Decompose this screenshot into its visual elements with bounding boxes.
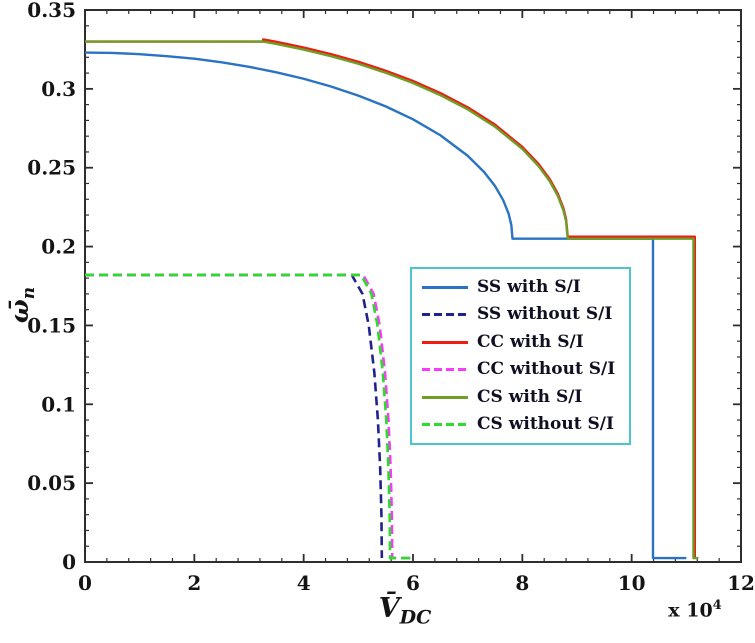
y-tick-label: 0.25 [27,156,76,180]
x-tick-label: 10 [618,571,646,595]
x-axis-subscript: DC [399,606,432,629]
x-tick-label: 12 [727,571,755,595]
legend-entry-ss-without-si: SS without S/I [422,302,629,328]
legend-entry-cs-with-si: CS with S/I [422,384,629,410]
curve-cs-without-si [85,273,412,560]
curve-ss-without-si [85,273,384,559]
legend-entry-cc-with-si: CC with S/I [422,329,629,355]
curve-ss-with-si [84,51,687,560]
legend: SS with S/I SS without S/I CC with S/I CC w… [410,267,631,445]
legend-label-cs-with-si: CS with S/I [477,386,583,407]
multiplier-base: x 10 [668,599,713,622]
y-tick-label: 0 [62,550,76,574]
y-tick-label: 0.2 [41,235,76,259]
curve-cc-without-si [85,273,416,560]
x-tick-label: 0 [78,571,92,595]
legend-label-ss-without-si: SS without S/I [477,304,613,325]
legend-label-cc-without-si: CC without S/I [477,359,616,380]
x-axis-symbol: V̄ [378,593,400,624]
multiplier-exponent: 4 [712,598,722,613]
x-tick-label: 6 [406,571,420,595]
legend-line-sample-ss-without-si [422,313,468,317]
legend-entry-ss-with-si: SS with S/I [422,274,629,300]
x-axis-label: V̄DC [345,593,465,628]
legend-line-sample-cs-without-si [422,423,468,427]
y-axis-symbol: ω̄ [5,299,34,324]
legend-line-sample-cc-without-si [422,368,468,372]
x-tick-label: 4 [297,571,311,595]
y-tick-label: 0.15 [27,313,76,337]
x-tick-label: 8 [515,571,529,595]
legend-line-sample-cc-with-si [422,340,468,344]
legend-label-ss-with-si: SS with S/I [477,276,581,297]
y-tick-label: 0.35 [27,0,76,22]
x-axis-multiplier: x 104 [650,598,740,621]
legend-label-cs-without-si: CS without S/I [477,414,614,435]
y-tick-label: 0.05 [27,471,76,495]
x-tick-label: 2 [187,571,201,595]
legend-line-sample-cs-with-si [422,395,468,399]
y-axis-subscript: n [19,286,39,300]
legend-label-cc-with-si: CC with S/I [477,331,584,352]
curve-cs-with-si [85,40,699,560]
y-tick-label: 0.1 [41,392,76,416]
legend-entry-cc-without-si: CC without S/I [422,357,629,383]
y-tick-label: 0.3 [41,77,76,101]
legend-entry-cs-without-si: CS without S/I [422,412,629,438]
legend-line-sample-ss-with-si [422,285,468,289]
y-axis-label: ω̄n [5,275,39,335]
